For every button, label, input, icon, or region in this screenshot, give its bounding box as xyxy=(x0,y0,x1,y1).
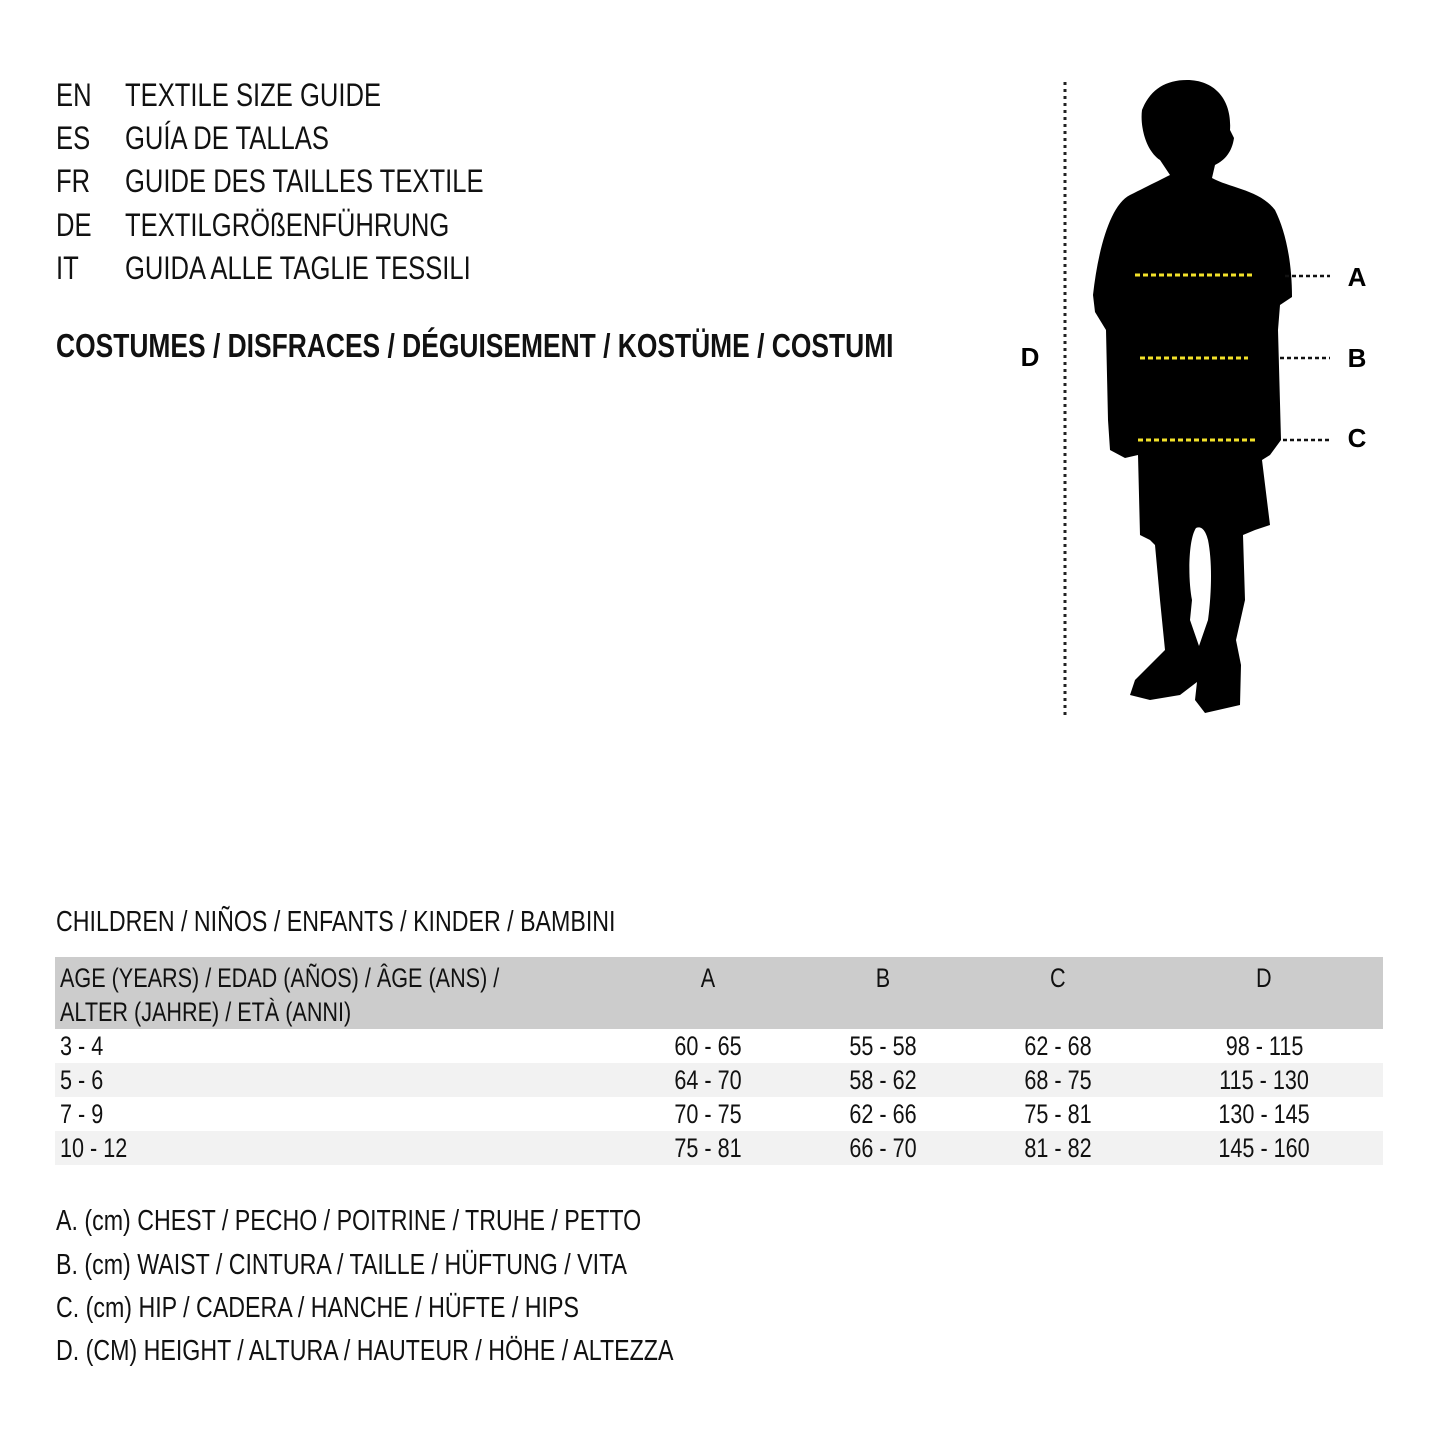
header-d-text: D xyxy=(1256,963,1272,993)
lang-code: FR xyxy=(56,163,91,199)
legend-d: D. (CM) HEIGHT / ALTURA / HAUTEUR / HÖHE… xyxy=(56,1333,828,1369)
leg-gap xyxy=(1189,527,1211,646)
cell-age: 5 - 6 xyxy=(55,1063,620,1097)
legend-b-text: B. (cm) WAIST / CINTURA / TAILLE / HÜFTU… xyxy=(56,1249,628,1281)
cell-text: 62 - 66 xyxy=(849,1099,917,1129)
header-age-line2: ALTER (JAHRE) / ETÀ (ANNI) xyxy=(60,997,352,1027)
header-d: D xyxy=(1145,957,1383,1029)
lang-title: TEXTILE SIZE GUIDE xyxy=(125,77,382,113)
child-silhouette-icon xyxy=(1093,80,1292,713)
cell-text: 98 - 115 xyxy=(1225,1031,1303,1061)
cell-text: 145 - 160 xyxy=(1218,1133,1310,1163)
header-a: A xyxy=(620,957,795,1029)
cell-text: 70 - 75 xyxy=(673,1099,742,1129)
cell-text: 55 - 58 xyxy=(849,1031,917,1061)
legend-b: B. (cm) WAIST / CINTURA / TAILLE / HÜFTU… xyxy=(56,1247,770,1283)
cell-c: 68 - 75 xyxy=(970,1063,1145,1097)
lang-title: TEXTILGRÖßENFÜHRUNG xyxy=(125,207,450,243)
cell-text: 3 - 4 xyxy=(60,1031,104,1061)
header-c: C xyxy=(970,957,1145,1029)
cell-text: 7 - 9 xyxy=(60,1099,104,1129)
label-b: B xyxy=(1348,343,1367,373)
label-a: A xyxy=(1348,262,1367,292)
header-age: AGE (YEARS) / EDAD (AÑOS) / ÂGE (ANS) / A… xyxy=(55,957,620,1029)
cell-d: 115 - 130 xyxy=(1145,1063,1383,1097)
cell-text: 75 - 81 xyxy=(1024,1099,1092,1129)
legend-d-text: D. (CM) HEIGHT / ALTURA / HAUTEUR / HÖHE… xyxy=(56,1335,674,1367)
header-b-text: B xyxy=(875,963,890,993)
table-header: AGE (YEARS) / EDAD (AÑOS) / ÂGE (ANS) / A… xyxy=(55,957,1383,1029)
cell-b: 66 - 70 xyxy=(795,1131,970,1165)
subtitle-text: COSTUMES / DISFRACES / DÉGUISEMENT / KOS… xyxy=(56,327,894,364)
lang-title: GUIDA ALLE TAGLIE TESSILI xyxy=(125,250,471,286)
cell-b: 62 - 66 xyxy=(795,1097,970,1131)
cell-text: 10 - 12 xyxy=(60,1133,128,1163)
cell-text: 68 - 75 xyxy=(1024,1065,1092,1095)
header-age-line1: AGE (YEARS) / EDAD (AÑOS) / ÂGE (ANS) / xyxy=(60,963,500,993)
measure-lines xyxy=(1135,273,1330,442)
cell-d: 98 - 115 xyxy=(1145,1029,1383,1063)
table-row: 10 - 12 75 - 81 66 - 70 81 - 82 145 - 160 xyxy=(55,1131,1383,1165)
cell-text: 58 - 62 xyxy=(849,1065,917,1095)
size-table: AGE (YEARS) / EDAD (AÑOS) / ÂGE (ANS) / A… xyxy=(55,957,1383,1165)
lang-code: IT xyxy=(56,250,79,286)
cell-b: 55 - 58 xyxy=(795,1029,970,1063)
cell-d: 130 - 145 xyxy=(1145,1097,1383,1131)
table-row: 7 - 9 70 - 75 62 - 66 75 - 81 130 - 145 xyxy=(55,1097,1383,1131)
cell-text: 60 - 65 xyxy=(673,1031,742,1061)
cell-text: 66 - 70 xyxy=(849,1133,917,1163)
cell-text: 115 - 130 xyxy=(1219,1065,1309,1095)
cell-text: 62 - 68 xyxy=(1024,1031,1092,1061)
header-a-text: A xyxy=(700,963,715,993)
cell-age: 3 - 4 xyxy=(55,1029,620,1063)
lang-title: GUIDE DES TAILLES TEXTILE xyxy=(125,163,484,199)
table-row: 3 - 4 60 - 65 55 - 58 62 - 68 98 - 115 xyxy=(55,1029,1383,1063)
cell-b: 58 - 62 xyxy=(795,1063,970,1097)
lang-code: EN xyxy=(56,77,92,113)
header-b: B xyxy=(795,957,970,1029)
section-title: CHILDREN / NIÑOS / ENFANTS / KINDER / BA… xyxy=(56,904,755,940)
label-d: D xyxy=(1021,342,1040,372)
lang-title: GUÍA DE TALLAS xyxy=(125,120,329,156)
cell-text: 130 - 145 xyxy=(1218,1099,1310,1129)
cell-a: 60 - 65 xyxy=(620,1029,795,1063)
cell-a: 70 - 75 xyxy=(620,1097,795,1131)
legend-a: A. (cm) CHEST / PECHO / POITRINE / TRUHE… xyxy=(56,1203,788,1239)
cell-text: 5 - 6 xyxy=(60,1065,104,1095)
cell-a: 75 - 81 xyxy=(620,1131,795,1165)
cell-c: 75 - 81 xyxy=(970,1097,1145,1131)
label-c: C xyxy=(1348,423,1367,453)
cell-age: 10 - 12 xyxy=(55,1131,620,1165)
cell-text: 75 - 81 xyxy=(673,1133,742,1163)
cell-c: 81 - 82 xyxy=(970,1131,1145,1165)
header-c-text: C xyxy=(1049,963,1066,993)
legend-a-text: A. (cm) CHEST / PECHO / POITRINE / TRUHE… xyxy=(56,1205,642,1237)
section-title-text: CHILDREN / NIÑOS / ENFANTS / KINDER / BA… xyxy=(56,906,616,938)
cell-a: 64 - 70 xyxy=(620,1063,795,1097)
cell-text: 81 - 82 xyxy=(1024,1133,1092,1163)
cell-d: 145 - 160 xyxy=(1145,1131,1383,1165)
cell-c: 62 - 68 xyxy=(970,1029,1145,1063)
category-subtitle: COSTUMES / DISFRACES / DÉGUISEMENT / KOS… xyxy=(56,326,1103,366)
cell-age: 7 - 9 xyxy=(55,1097,620,1131)
lang-code: DE xyxy=(56,207,92,243)
legend-c-text: C. (cm) HIP / CADERA / HANCHE / HÜFTE / … xyxy=(56,1292,579,1324)
legend-c: C. (cm) HIP / CADERA / HANCHE / HÜFTE / … xyxy=(56,1290,710,1326)
lang-code: ES xyxy=(56,120,91,156)
table-row: 5 - 6 64 - 70 58 - 62 68 - 75 115 - 130 xyxy=(55,1063,1383,1097)
cell-text: 64 - 70 xyxy=(673,1065,742,1095)
